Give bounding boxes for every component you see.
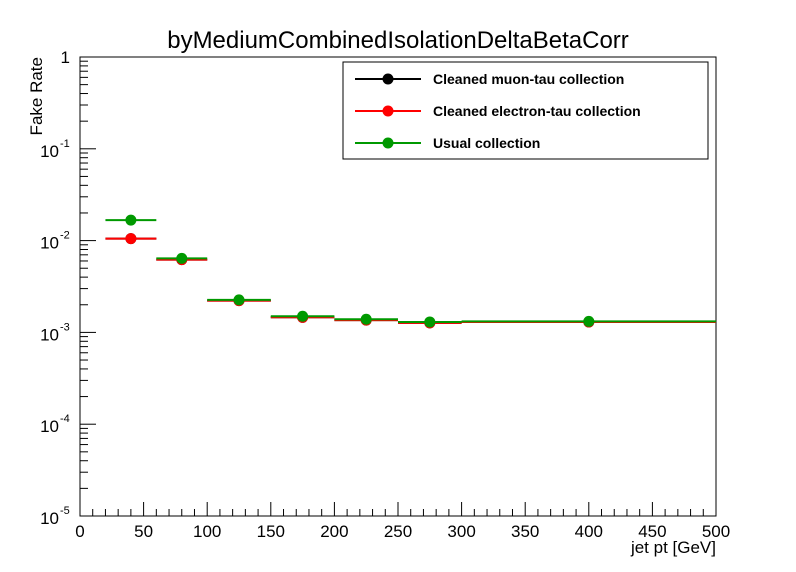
data-point [233, 294, 245, 306]
x-tick-label: 50 [134, 522, 153, 541]
legend-label: Usual collection [433, 135, 540, 151]
y-tick-exponent: -2 [60, 230, 70, 242]
y-tick-exponent: -3 [60, 321, 70, 333]
x-tick-label: 500 [702, 522, 730, 541]
data-point [125, 214, 137, 226]
data-series [105, 214, 716, 329]
legend-entry: Cleaned electron-tau collection [355, 103, 641, 119]
legend-entry: Cleaned muon-tau collection [355, 71, 624, 87]
data-point [176, 252, 188, 264]
data-point [360, 313, 372, 325]
data-point [583, 315, 595, 327]
legend-label: Cleaned muon-tau collection [433, 71, 624, 87]
x-tick-label: 300 [447, 522, 475, 541]
y-tick-label: 10 [40, 325, 59, 344]
series-2 [105, 233, 716, 329]
data-point [424, 316, 436, 328]
x-tick-label: 0 [75, 522, 84, 541]
legend-marker [382, 137, 394, 149]
y-axis: 10 -510 -410 -310 -210 -11 [40, 48, 96, 528]
legend-marker [382, 105, 394, 117]
series-1 [105, 233, 716, 329]
y-tick-label: 10 [40, 509, 59, 528]
x-tick-label: 400 [575, 522, 603, 541]
y-tick-exponent: -4 [60, 413, 70, 425]
legend-marker [382, 73, 394, 85]
data-point [297, 310, 309, 322]
x-tick-label: 450 [638, 522, 666, 541]
x-axis: 0 50 100 150 200 250 300 350 400 450 500 [75, 502, 730, 541]
y-axis-label: Fake Rate [27, 57, 46, 135]
y-tick-label: 10 [40, 417, 59, 436]
y-tick-label: 10 [40, 234, 59, 253]
x-tick-label: 200 [320, 522, 348, 541]
chart-title: byMediumCombinedIsolationDeltaBetaCorr [167, 27, 629, 54]
x-tick-label: 350 [511, 522, 539, 541]
y-tick-label: 1 [61, 48, 70, 67]
legend: Cleaned muon-tau collection Cleaned elect… [342, 61, 709, 160]
data-point [125, 233, 137, 245]
x-tick-label: 100 [193, 522, 221, 541]
x-tick-label: 250 [384, 522, 412, 541]
y-tick-exponent: -1 [60, 138, 70, 150]
legend-label: Cleaned electron-tau collection [433, 103, 641, 119]
y-tick-exponent: -5 [60, 505, 70, 517]
x-tick-label: 150 [257, 522, 285, 541]
y-tick-label: 10 [40, 142, 59, 161]
legend-entry: Usual collection [355, 135, 540, 151]
x-axis-label: jet pt [GeV] [630, 538, 716, 557]
series-3 [105, 214, 716, 328]
